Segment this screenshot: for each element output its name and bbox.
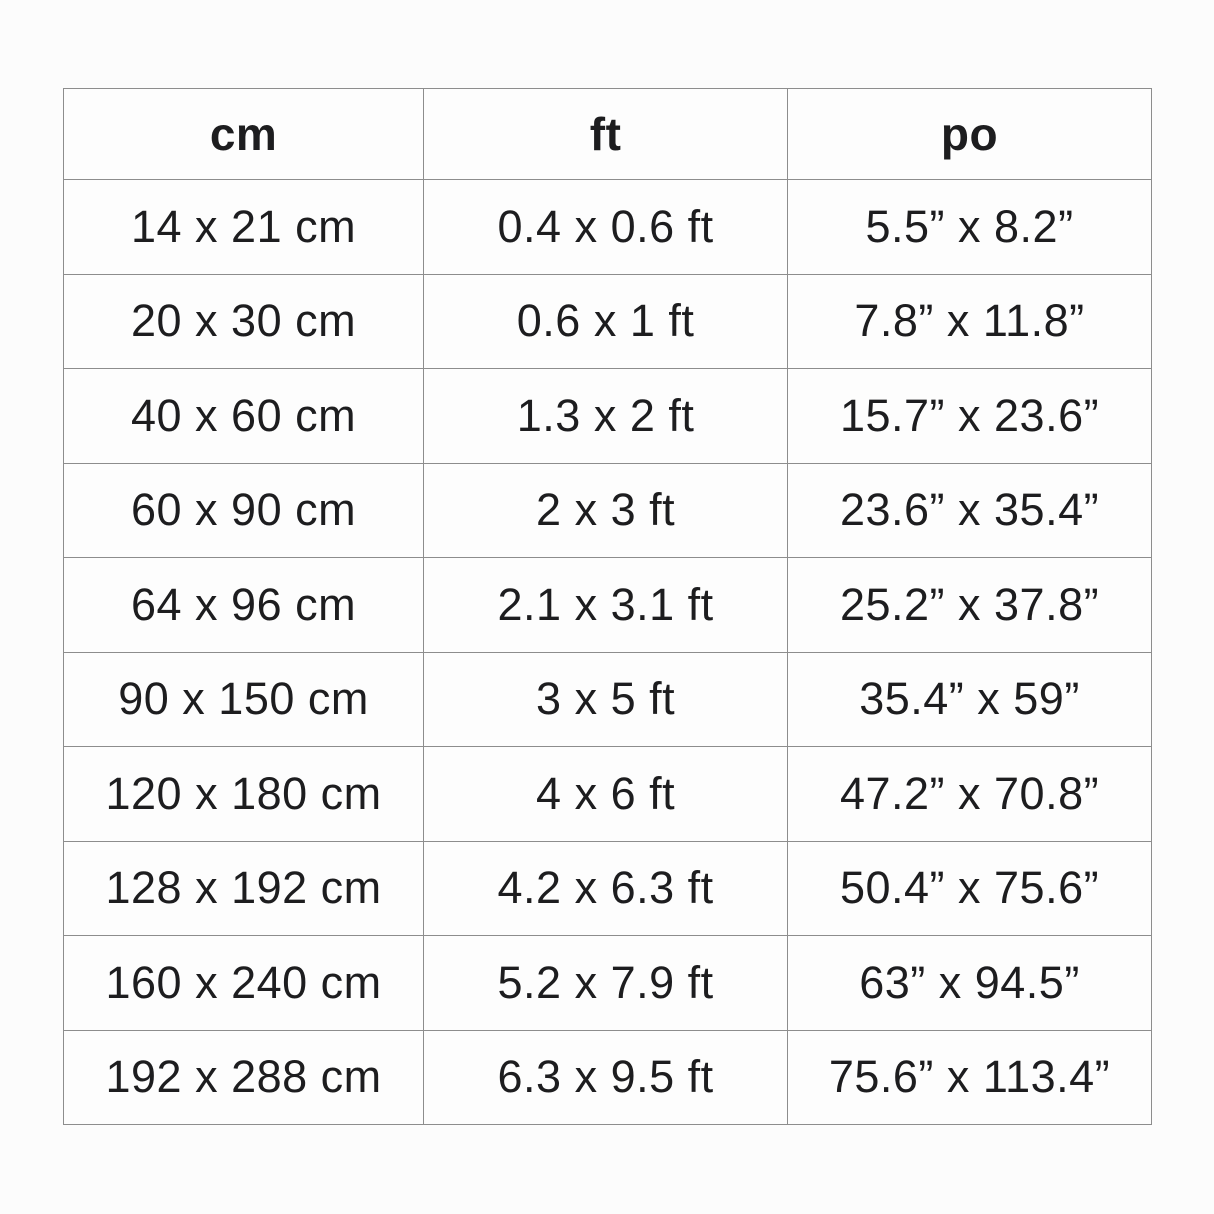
cell-ft: 6.3 x 9.5 ft [423, 1029, 789, 1125]
cell-ft: 1.3 x 2 ft [423, 368, 789, 464]
cell-cm: 128 x 192 cm [62, 840, 425, 936]
header-ft: ft [423, 88, 789, 180]
cell-po: 75.6” x 113.4” [787, 1029, 1152, 1125]
header-po: po [787, 88, 1152, 180]
cell-cm: 40 x 60 cm [62, 368, 425, 464]
table-row: 14 x 21 cm 0.4 x 0.6 ft 5.5” x 8.2” [62, 179, 1152, 275]
cell-po: 63” x 94.5” [787, 935, 1152, 1031]
cell-cm: 64 x 96 cm [62, 557, 425, 653]
cell-cm: 160 x 240 cm [62, 935, 425, 1031]
table-row: 20 x 30 cm 0.6 x 1 ft 7.8” x 11.8” [62, 273, 1152, 369]
cell-cm: 14 x 21 cm [62, 179, 425, 275]
cell-po: 35.4” x 59” [787, 651, 1152, 747]
cell-po: 7.8” x 11.8” [787, 273, 1152, 369]
header-row: cm ft po [62, 88, 1152, 180]
table-row: 128 x 192 cm 4.2 x 6.3 ft 50.4” x 75.6” [62, 840, 1152, 936]
table-row: 160 x 240 cm 5.2 x 7.9 ft 63” x 94.5” [62, 935, 1152, 1031]
cell-ft: 0.6 x 1 ft [423, 273, 789, 369]
cell-cm: 20 x 30 cm [62, 273, 425, 369]
cell-cm: 120 x 180 cm [62, 746, 425, 842]
cell-po: 47.2” x 70.8” [787, 746, 1152, 842]
table-row: 60 x 90 cm 2 x 3 ft 23.6” x 35.4” [62, 462, 1152, 558]
cell-ft: 2.1 x 3.1 ft [423, 557, 789, 653]
cell-cm: 192 x 288 cm [62, 1029, 425, 1125]
table-row: 90 x 150 cm 3 x 5 ft 35.4” x 59” [62, 651, 1152, 747]
table-row: 192 x 288 cm 6.3 x 9.5 ft 75.6” x 113.4” [62, 1029, 1152, 1125]
cell-cm: 60 x 90 cm [62, 462, 425, 558]
table-row: 120 x 180 cm 4 x 6 ft 47.2” x 70.8” [62, 746, 1152, 842]
cell-po: 25.2” x 37.8” [787, 557, 1152, 653]
cell-cm: 90 x 150 cm [62, 651, 425, 747]
cell-po: 15.7” x 23.6” [787, 368, 1152, 464]
cell-ft: 0.4 x 0.6 ft [423, 179, 789, 275]
cell-ft: 5.2 x 7.9 ft [423, 935, 789, 1031]
size-conversion-table: cm ft po 14 x 21 cm 0.4 x 0.6 ft 5.5” x … [62, 88, 1152, 1125]
cell-ft: 4 x 6 ft [423, 746, 789, 842]
cell-ft: 3 x 5 ft [423, 651, 789, 747]
cell-po: 5.5” x 8.2” [787, 179, 1152, 275]
table-row: 40 x 60 cm 1.3 x 2 ft 15.7” x 23.6” [62, 368, 1152, 464]
cell-ft: 4.2 x 6.3 ft [423, 840, 789, 936]
cell-po: 50.4” x 75.6” [787, 840, 1152, 936]
header-cm: cm [62, 88, 425, 180]
cell-ft: 2 x 3 ft [423, 462, 789, 558]
cell-po: 23.6” x 35.4” [787, 462, 1152, 558]
table-row: 64 x 96 cm 2.1 x 3.1 ft 25.2” x 37.8” [62, 557, 1152, 653]
